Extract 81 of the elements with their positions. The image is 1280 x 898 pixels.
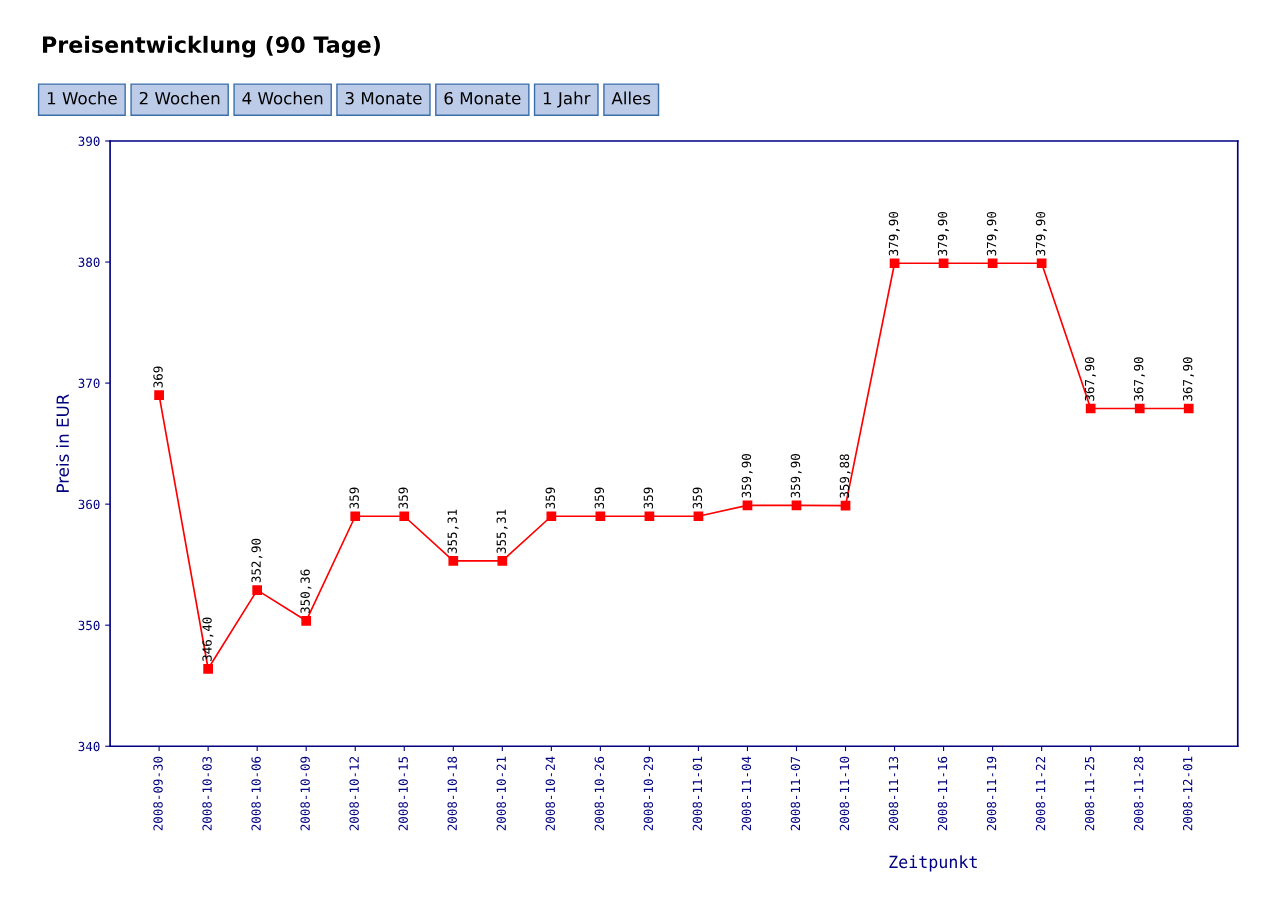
data-label: 359,90	[741, 454, 753, 498]
x-tick-label: 2008-11-10	[839, 756, 850, 831]
x-tick-label: 2008-10-09	[300, 756, 310, 831]
data-label: 359	[643, 487, 654, 509]
chart-title: Preisentwicklung (90 Tage)	[43, 35, 380, 58]
point	[791, 500, 802, 511]
x-tick-label: 2008-10-26	[594, 756, 605, 831]
data-label: 367,90	[1133, 357, 1145, 401]
point	[987, 258, 998, 269]
x-tick-label: 2008-11-28	[1133, 756, 1144, 831]
data-label: 346,40	[202, 617, 214, 661]
point	[938, 258, 949, 269]
point	[595, 511, 606, 522]
point	[742, 500, 753, 511]
data-label: 379,90	[937, 211, 949, 256]
x-tick-label: 2008-10-03	[202, 756, 212, 831]
x-tick-label: 2008-11-19	[986, 756, 997, 831]
text: 2 Wochen	[139, 91, 220, 105]
point	[1085, 403, 1096, 414]
data-label: 367,90	[1182, 357, 1194, 401]
data-label: 379,90	[888, 211, 900, 256]
y-tick-label: 350	[78, 620, 100, 631]
point	[252, 585, 263, 595]
point	[644, 511, 655, 522]
x-tick-label: 2008-11-04	[741, 756, 752, 831]
x-tick-label: 2008-10-06	[251, 756, 261, 831]
x-axis-title: Zeitpunkt	[889, 855, 977, 872]
point	[350, 511, 361, 522]
x-tick-label: 2008-10-24	[545, 756, 556, 831]
data-label: 359,88	[839, 454, 851, 498]
y-tick-label: 380	[78, 257, 100, 267]
text: 3 Monate	[345, 91, 422, 105]
point	[889, 258, 900, 269]
y-tick-label: 370	[78, 378, 100, 389]
data-label: 367,90	[1084, 357, 1096, 401]
y-tick-label: 340	[78, 741, 100, 752]
x-tick-label: 2008-11-16	[937, 756, 948, 831]
text: 1 Woche	[47, 91, 117, 105]
data-label: 355,31	[496, 509, 508, 554]
data-label: 379,90	[986, 211, 998, 256]
y-axis-title: Preis in EUR	[56, 394, 69, 492]
data-label: 359	[398, 487, 408, 509]
data-label: 359	[692, 487, 703, 509]
y-tick-label: 390	[78, 136, 100, 146]
point	[497, 556, 508, 566]
data-label: 350,36	[300, 569, 312, 614]
point	[1183, 403, 1194, 414]
point	[1036, 258, 1047, 269]
data-label: 355,31	[447, 509, 459, 554]
text: 1 Jahr	[543, 91, 591, 108]
x-tick-label: 2008-11-01	[692, 756, 703, 831]
x-tick-label: 2008-12-01	[1182, 756, 1193, 831]
x-tick-label: 2008-10-12	[349, 757, 359, 831]
text: 4 Wochen	[242, 91, 323, 105]
point	[546, 511, 557, 522]
x-tick-label: 2008-10-29	[643, 756, 654, 831]
x-tick-label: 2008-10-15	[398, 756, 408, 831]
data-label: 359	[545, 487, 556, 509]
x-tick-label: 2008-10-21	[496, 756, 506, 831]
point	[1134, 403, 1145, 414]
data-label: 359,90	[790, 454, 802, 498]
x-tick-label: 2008-11-13	[888, 756, 899, 831]
x-tick-label: 2008-11-25	[1084, 756, 1095, 831]
data-label: 369	[153, 366, 163, 388]
data-label: 359	[594, 487, 605, 509]
data-label: 379,90	[1035, 211, 1047, 256]
x-tick-label: 2008-10-18	[447, 756, 457, 831]
text: 6 Monate	[444, 91, 521, 105]
x-tick-label: 2008-11-22	[1035, 757, 1046, 831]
y-tick-label: 360	[78, 499, 100, 510]
data-label: 352,90	[251, 538, 263, 583]
point	[399, 511, 410, 522]
data-label: 359	[349, 487, 359, 509]
point	[448, 556, 459, 566]
point	[203, 663, 214, 674]
text: Alles	[611, 91, 651, 105]
point	[301, 615, 312, 626]
point	[693, 511, 704, 522]
x-tick-label: 2008-09-30	[153, 756, 163, 831]
point	[154, 390, 164, 401]
x-tick-label: 2008-11-07	[790, 756, 801, 831]
